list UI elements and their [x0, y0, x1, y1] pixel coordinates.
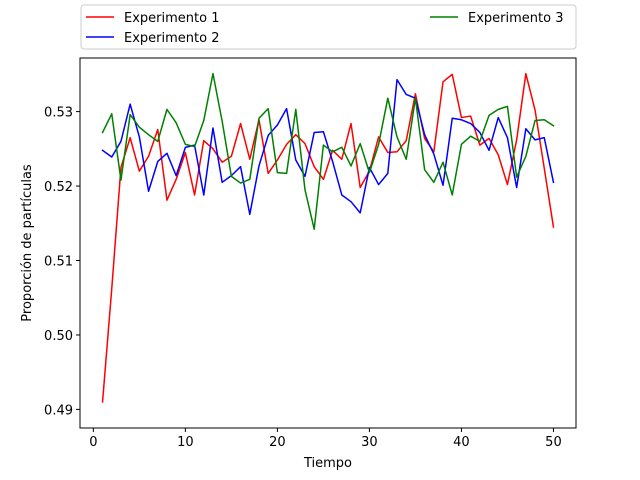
series-line-2 [101, 78, 555, 216]
legend-box [80, 4, 577, 50]
legend-label-1: Experimento 1 [124, 11, 219, 26]
x-tick-label: 20 [269, 435, 286, 450]
series-layer [101, 72, 555, 403]
axes-layer: 0 10 20 30 40 50 0.49 0.50 0.51 0.52 0.53 [44, 106, 562, 450]
y-tick-label: 0.49 [44, 403, 73, 418]
x-tick-label: 0 [89, 435, 97, 450]
x-tick-label: 30 [361, 435, 378, 450]
legend-label-3: Experimento 3 [468, 11, 563, 26]
x-axis-label: Tiempo [303, 456, 352, 471]
plot-frame [79, 57, 577, 429]
y-tick-label: 0.52 [44, 180, 73, 195]
legend: Experimento 1 Experimento 2 Experimento 3 [80, 4, 577, 50]
y-tick-label: 0.50 [44, 329, 73, 344]
y-tick-label: 0.51 [44, 254, 73, 269]
x-tick-label: 10 [177, 435, 194, 450]
x-tick-label: 50 [545, 435, 562, 450]
plot-area [80, 58, 576, 428]
y-axis-label: Proporción de partículas [20, 164, 35, 322]
legend-label-2: Experimento 2 [124, 31, 219, 46]
x-tick-label: 40 [453, 435, 470, 450]
series-line-3 [101, 72, 555, 230]
y-tick-label: 0.53 [44, 106, 73, 121]
